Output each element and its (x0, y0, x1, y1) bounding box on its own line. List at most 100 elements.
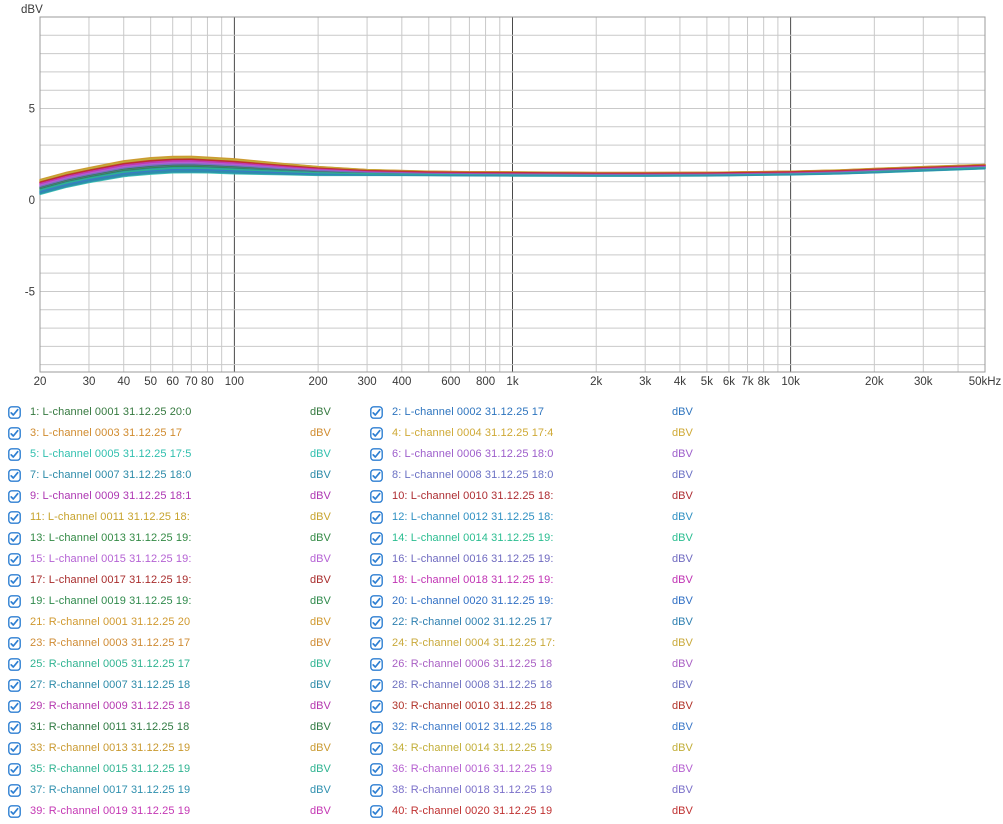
legend-checkbox-cell (367, 427, 392, 440)
checked-checkbox-icon[interactable] (370, 679, 383, 692)
checked-checkbox-icon[interactable] (8, 616, 21, 629)
checked-checkbox-icon[interactable] (370, 805, 383, 818)
legend-checkbox-cell (5, 658, 30, 671)
checked-checkbox-icon[interactable] (370, 784, 383, 797)
legend-checkbox-cell (5, 448, 30, 461)
legend-item-label: 31: R-channel 0011 31.12.25 18 (30, 721, 190, 733)
legend-item-label: 29: R-channel 0009 31.12.25 18 (30, 700, 191, 712)
legend-item: 36: R-channel 0016 31.12.25 19 dBV (367, 759, 729, 780)
legend-checkbox-cell (367, 511, 392, 524)
legend-checkbox-cell (367, 616, 392, 629)
legend-item: 27: R-channel 0007 31.12.25 18 dBV (5, 675, 367, 696)
legend-item-label: 13: L-channel 0013 31.12.25 19: (30, 532, 192, 544)
checked-checkbox-icon[interactable] (8, 427, 21, 440)
y-tick-label: -5 (25, 286, 35, 298)
legend-item-unit: dBV (672, 721, 693, 733)
legend-item-label: 16: L-channel 0016 31.12.25 19: (392, 553, 554, 565)
checked-checkbox-icon[interactable] (8, 532, 21, 545)
legend-item-label: 8: L-channel 0008 31.12.25 18:0 (392, 469, 554, 481)
legend-item-label: 20: L-channel 0020 31.12.25 19: (392, 595, 554, 607)
legend-checkbox-cell (5, 406, 30, 419)
x-tick-label: 80 (201, 376, 214, 388)
x-tick-label: 8k (758, 376, 770, 388)
checked-checkbox-icon[interactable] (370, 742, 383, 755)
checked-checkbox-icon[interactable] (370, 448, 383, 461)
legend-item: 3: L-channel 0003 31.12.25 17 dBV (5, 423, 367, 444)
legend-item-label: 1: L-channel 0001 31.12.25 20:0 (30, 406, 192, 418)
checked-checkbox-icon[interactable] (370, 427, 383, 440)
checked-checkbox-icon[interactable] (8, 700, 21, 713)
legend-item-unit: dBV (672, 532, 693, 544)
legend-item: 7: L-channel 0007 31.12.25 18:0 dBV (5, 465, 367, 486)
x-tick-label: 20k (865, 376, 884, 388)
checked-checkbox-icon[interactable] (8, 637, 21, 650)
checked-checkbox-icon[interactable] (8, 805, 21, 818)
checked-checkbox-icon[interactable] (8, 784, 21, 797)
checked-checkbox-icon[interactable] (370, 616, 383, 629)
x-tick-label: 800 (476, 376, 495, 388)
x-tick-label: 10k (781, 376, 800, 388)
x-tick-label: 60 (166, 376, 179, 388)
checked-checkbox-icon[interactable] (370, 511, 383, 524)
checked-checkbox-icon[interactable] (370, 490, 383, 503)
legend-item-label: 3: L-channel 0003 31.12.25 17 (30, 427, 183, 439)
checked-checkbox-icon[interactable] (8, 658, 21, 671)
checked-checkbox-icon[interactable] (370, 469, 383, 482)
legend-item-unit: dBV (310, 490, 331, 502)
legend-item: 5: L-channel 0005 31.12.25 17:5 dBV (5, 444, 367, 465)
legend-item-unit: dBV (672, 448, 693, 460)
legend-item: 2: L-channel 0002 31.12.25 17 dBV (367, 402, 729, 423)
legend-checkbox-cell (367, 658, 392, 671)
checked-checkbox-icon[interactable] (370, 574, 383, 587)
y-tick-label: 0 (29, 195, 35, 207)
legend-item-unit: dBV (672, 574, 693, 586)
legend-item-unit: dBV (310, 637, 331, 649)
legend-item-label: 9: L-channel 0009 31.12.25 18:1 (30, 490, 192, 502)
x-tick-label: 100 (225, 376, 244, 388)
legend-item-label: 30: R-channel 0010 31.12.25 18 (392, 700, 553, 712)
legend-item-unit: dBV (672, 763, 693, 775)
checked-checkbox-icon[interactable] (8, 574, 21, 587)
series-curve (39, 163, 986, 188)
checked-checkbox-icon[interactable] (370, 721, 383, 734)
series-curve (39, 158, 986, 183)
checked-checkbox-icon[interactable] (370, 637, 383, 650)
checked-checkbox-icon[interactable] (370, 532, 383, 545)
legend-checkbox-cell (367, 637, 392, 650)
legend-checkbox-cell (5, 469, 30, 482)
checked-checkbox-icon[interactable] (370, 700, 383, 713)
checked-checkbox-icon[interactable] (370, 595, 383, 608)
checked-checkbox-icon[interactable] (8, 511, 21, 524)
checked-checkbox-icon[interactable] (8, 595, 21, 608)
legend-item-label: 21: R-channel 0001 31.12.25 20 (30, 616, 191, 628)
legend-item-label: 18: L-channel 0018 31.12.25 19: (392, 574, 554, 586)
checked-checkbox-icon[interactable] (8, 406, 21, 419)
legend-checkbox-cell (367, 574, 392, 587)
checked-checkbox-icon[interactable] (370, 406, 383, 419)
checked-checkbox-icon[interactable] (8, 553, 21, 566)
legend-checkbox-cell (367, 490, 392, 503)
checked-checkbox-icon[interactable] (8, 469, 21, 482)
checked-checkbox-icon[interactable] (370, 763, 383, 776)
x-tick-label: 40 (117, 376, 130, 388)
checked-checkbox-icon[interactable] (8, 679, 21, 692)
legend-item: 12: L-channel 0012 31.12.25 18: dBV (367, 507, 729, 528)
checked-checkbox-icon[interactable] (370, 553, 383, 566)
legend-checkbox-cell (367, 595, 392, 608)
checked-checkbox-icon[interactable] (8, 490, 21, 503)
checked-checkbox-icon[interactable] (8, 742, 21, 755)
legend-checkbox-cell (367, 700, 392, 713)
legend-item-unit: dBV (672, 637, 693, 649)
checked-checkbox-icon[interactable] (370, 658, 383, 671)
legend-checkbox-cell (5, 721, 30, 734)
legend-item-label: 39: R-channel 0019 31.12.25 19 (30, 805, 191, 817)
checked-checkbox-icon[interactable] (8, 763, 21, 776)
legend-item-unit: dBV (672, 805, 693, 817)
checked-checkbox-icon[interactable] (8, 721, 21, 734)
legend-item-label: 40: R-channel 0020 31.12.25 19 (392, 805, 553, 817)
legend-item: 1: L-channel 0001 31.12.25 20:0 dBV (5, 402, 367, 423)
legend-item-unit: dBV (672, 784, 693, 796)
checked-checkbox-icon[interactable] (8, 448, 21, 461)
legend-item-label: 38: R-channel 0018 31.12.25 19 (392, 784, 553, 796)
x-tick-label: 2k (590, 376, 602, 388)
